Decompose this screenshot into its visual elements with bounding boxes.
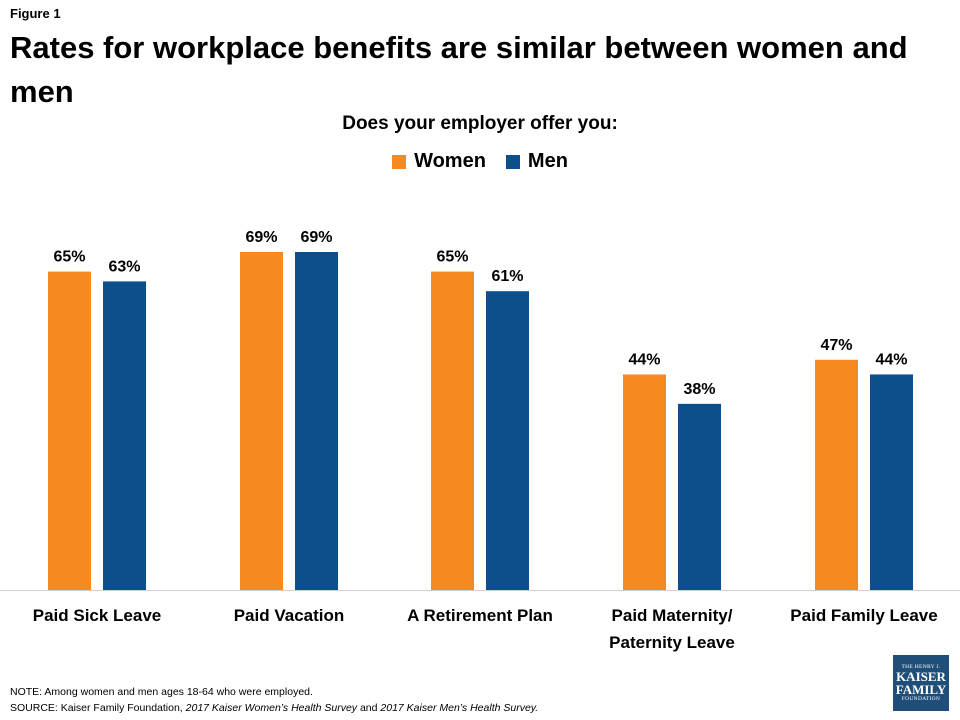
legend-item-women: Women <box>392 150 486 173</box>
legend-swatch-men <box>505 154 520 169</box>
data-label-men-2: 69% <box>300 229 332 246</box>
legend-item-men: Men <box>505 150 568 173</box>
logo-line-1: THE HENRY J. <box>901 664 941 670</box>
bar-men-2 <box>295 252 338 590</box>
category-label-4-line-2: Paternity Leave <box>609 633 735 652</box>
bar-men-1 <box>103 281 146 590</box>
data-label-women-2: 69% <box>245 229 277 246</box>
category-label-4-line-1: Paid Maternity/ <box>612 606 733 625</box>
data-label-men-4: 38% <box>683 381 715 398</box>
data-label-women-3: 65% <box>436 249 468 266</box>
legend: Women Men <box>0 150 960 173</box>
data-label-women-4: 44% <box>628 351 660 368</box>
source-survey-women: 2017 Kaiser Women’s Health Survey <box>185 702 358 714</box>
category-label-2: Paid Vacation <box>234 606 345 625</box>
data-label-men-1: 63% <box>108 258 140 275</box>
legend-label-men: Men <box>527 150 568 172</box>
bar-women-2 <box>240 252 283 590</box>
source-text: SOURCE: Kaiser Family Foundation, 2017 K… <box>10 700 538 716</box>
bar-men-3 <box>486 291 529 590</box>
logo-line-2: KAISER <box>896 669 946 684</box>
footnotes: NOTE: Among women and men ages 18-64 who… <box>10 684 538 716</box>
logo-line-3: FAMILY <box>895 682 947 697</box>
category-label-3: A Retirement Plan <box>407 606 553 625</box>
data-label-men-3: 61% <box>491 268 523 285</box>
bar-men-5 <box>870 374 913 590</box>
data-label-women-5: 47% <box>820 337 852 354</box>
bar-women-4 <box>623 374 666 590</box>
kff-logo: THE HENRY J. KAISER FAMILY FOUNDATION <box>893 655 949 711</box>
category-label-1: Paid Sick Leave <box>33 606 162 625</box>
chart-subtitle: Does your employer offer you: <box>342 113 618 134</box>
legend-swatch-women <box>392 154 407 169</box>
legend-label-women: Women <box>414 150 486 172</box>
source-and: and <box>357 702 381 714</box>
source-survey-men: 2017 Kaiser Men’s Health Survey. <box>380 702 539 714</box>
bar-women-3 <box>431 271 474 590</box>
logo-line-4: FOUNDATION <box>901 696 941 702</box>
category-label-5: Paid Family Leave <box>790 606 937 625</box>
note-text: NOTE: Among women and men ages 18-64 who… <box>10 686 313 698</box>
data-label-men-5: 44% <box>875 351 907 368</box>
figure-label: Figure 1 <box>10 6 61 21</box>
bar-women-5 <box>815 359 858 590</box>
chart-title: Rates for workplace benefits are similar… <box>10 30 908 109</box>
bar-women-1 <box>48 271 91 590</box>
source-prefix: SOURCE: Kaiser Family Foundation, <box>10 702 186 714</box>
data-label-women-1: 65% <box>53 249 85 266</box>
bar-men-4 <box>678 403 721 590</box>
